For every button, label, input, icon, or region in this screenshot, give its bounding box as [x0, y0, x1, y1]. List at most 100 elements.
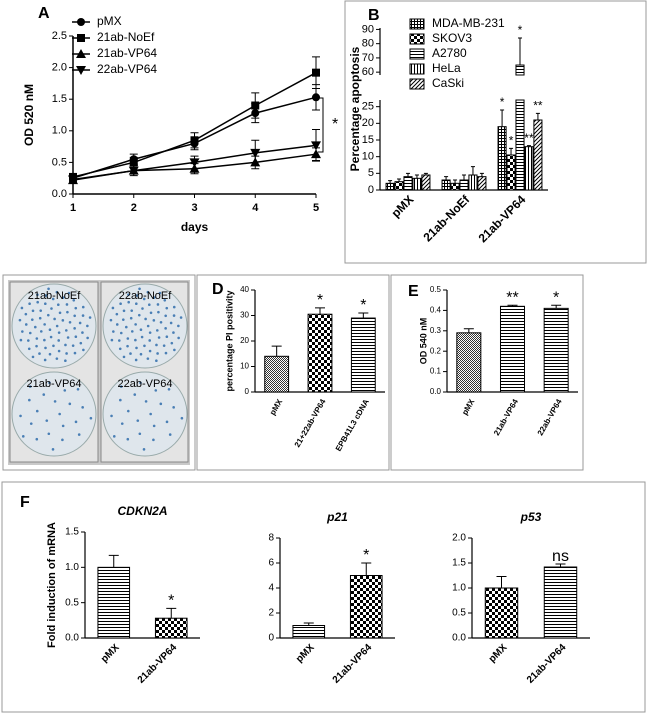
colony: [35, 344, 38, 348]
legend-marker: [77, 34, 85, 42]
colony: [179, 316, 183, 319]
y-tick-label: 0.0: [52, 188, 67, 200]
y-tick-label: 0.0: [65, 633, 79, 644]
bar: [412, 177, 422, 191]
bar: [515, 64, 525, 76]
colony: [30, 318, 34, 321]
significance-label: **: [506, 290, 518, 307]
colony: [124, 325, 128, 329]
colony: [73, 314, 76, 318]
bar: [264, 355, 290, 393]
colony: [146, 324, 150, 328]
colony: [126, 337, 130, 340]
panel-frame: [1, 481, 646, 713]
legend-marker: [76, 66, 86, 75]
marker: [189, 158, 200, 168]
y-tick-label: 0.5: [430, 285, 442, 294]
marker: [129, 158, 138, 167]
colony: [66, 336, 70, 339]
y-tick-label: 1.5: [452, 558, 466, 569]
colony: [158, 291, 162, 295]
error-bar: [535, 112, 540, 120]
colony: [144, 400, 148, 403]
legend-swatch: [409, 48, 425, 60]
colony: [168, 433, 172, 436]
colony: [134, 358, 138, 362]
error-bar: [509, 147, 514, 155]
error-bar: [496, 576, 507, 588]
legend-label: HeLa: [432, 61, 461, 75]
x-tick-label: 21ab-NoEf: [421, 192, 474, 245]
colony: [43, 358, 47, 362]
y-tick-label: 4: [268, 583, 274, 594]
colony: [68, 320, 72, 324]
y-tick-label: 15: [362, 134, 374, 146]
colony: [129, 316, 133, 320]
y-tick-label: 6: [268, 558, 274, 569]
colony: [46, 313, 50, 317]
y-tick-label: 90: [362, 23, 374, 35]
colony: [74, 335, 78, 339]
colony: [55, 324, 59, 328]
colony: [44, 302, 47, 306]
colony: [18, 318, 22, 322]
significance-label: ns: [552, 548, 569, 565]
y-tick-label: 0: [368, 184, 374, 196]
colony: [159, 402, 163, 406]
y-tick-label: 20: [362, 117, 374, 129]
colony: [157, 336, 161, 339]
colony: [141, 307, 144, 310]
colony: [119, 302, 122, 305]
legend-swatch: [409, 63, 425, 75]
significance-label: *: [360, 297, 366, 314]
colony: [45, 419, 49, 422]
bar: [497, 126, 507, 191]
colony: [72, 298, 76, 302]
bar: [456, 332, 482, 393]
colony: [38, 352, 41, 355]
colony: [35, 409, 39, 413]
well: [11, 283, 97, 369]
y-tick-label: 0.5: [52, 156, 67, 168]
legend-swatch: [409, 78, 425, 90]
colony: [172, 314, 176, 317]
colony: [81, 314, 85, 317]
y-tick-label: 20: [240, 336, 249, 345]
x-tick-label: 4: [252, 202, 259, 214]
colony: [172, 305, 176, 309]
colony: [86, 336, 89, 340]
colony: [51, 448, 55, 451]
colony: [43, 323, 46, 326]
colony: [53, 400, 57, 403]
bar: [468, 174, 478, 191]
colony: [111, 306, 115, 310]
bar: [499, 305, 526, 393]
bar: [403, 176, 413, 191]
colony: [55, 290, 59, 294]
colony: [36, 300, 39, 304]
y-tick-label: 40: [240, 285, 249, 294]
colony: [52, 344, 55, 348]
colony: [44, 294, 48, 297]
x-tick-label: 22ab-VP64: [536, 397, 564, 437]
colony: [121, 318, 125, 321]
colony: [79, 341, 83, 345]
colony: [154, 389, 158, 392]
y-axis-label: Fold induction of mRNA: [46, 522, 58, 648]
colony: [68, 402, 72, 406]
error-bar: [358, 312, 369, 319]
colony: [135, 346, 138, 350]
y-tick-label: 10: [240, 362, 249, 371]
bar: [477, 176, 487, 191]
colony: [39, 330, 43, 333]
colony: [110, 338, 114, 342]
colony: [165, 335, 169, 339]
error-bar: [551, 304, 562, 309]
y-tick-label: 0.0: [452, 633, 466, 644]
colony: [152, 438, 155, 442]
colony: [51, 297, 55, 301]
colony: [142, 297, 146, 301]
marker: [311, 141, 321, 151]
marker: [312, 93, 320, 102]
